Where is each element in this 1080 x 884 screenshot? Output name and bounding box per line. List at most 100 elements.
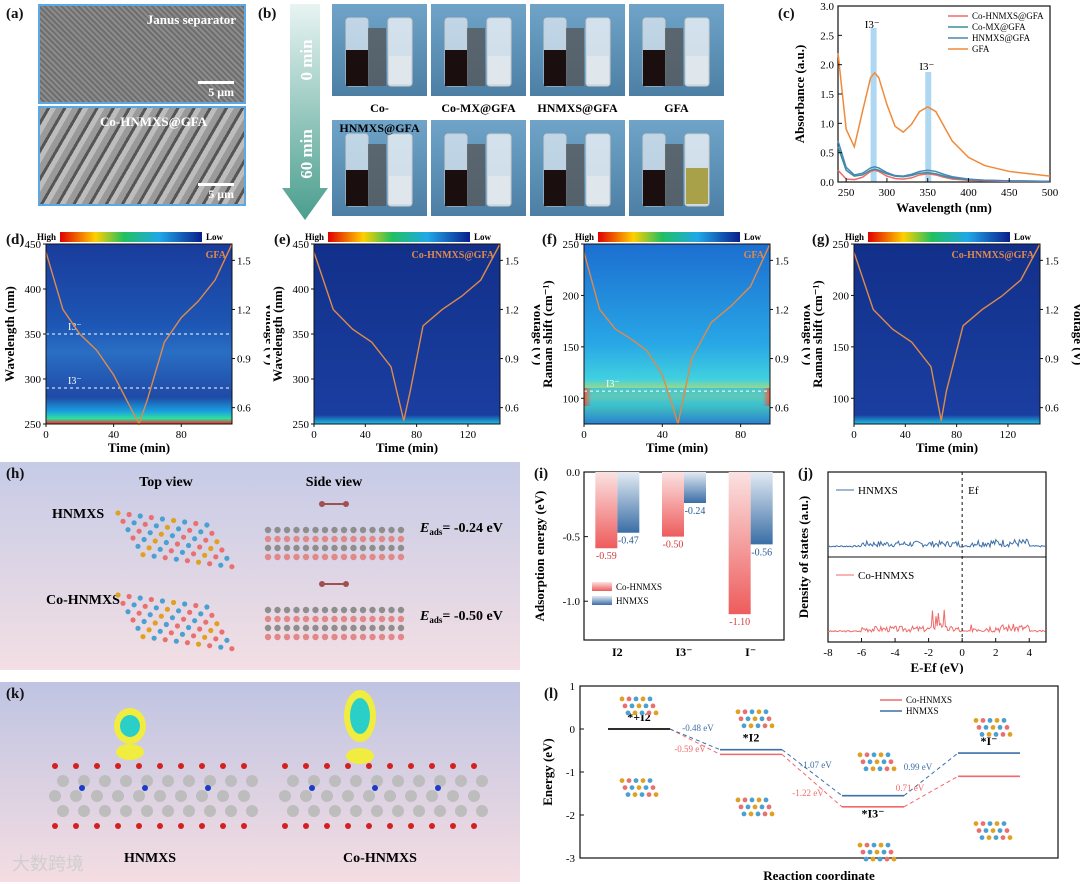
atom (312, 553, 319, 561)
atom (388, 615, 395, 623)
state-label: *I⁻ (980, 734, 997, 748)
atom (371, 775, 383, 787)
atom (324, 763, 330, 769)
atom (302, 633, 310, 641)
atom (264, 615, 272, 623)
eads-value: Eads= -0.24 eV (419, 521, 503, 537)
atom (293, 633, 300, 641)
atom (157, 823, 163, 829)
atom (646, 792, 652, 797)
atom (741, 723, 747, 729)
adsorption-bar-chart: -0.59-0.47 I2 -0.50 -0.24 I3⁻ -1.10 -0.56 I⁻ 0.0… (532, 467, 785, 659)
atom (319, 501, 325, 507)
annotation-label: I3⁻ (68, 376, 82, 387)
atom (163, 621, 169, 628)
atom (224, 637, 230, 643)
atom (860, 759, 866, 765)
y-axis-label: Wavelength (nm) (2, 286, 17, 382)
atom (756, 709, 762, 715)
x-tick-label: 40 (657, 429, 669, 441)
atom (749, 709, 755, 715)
atom (759, 804, 765, 810)
atom (888, 759, 894, 765)
colorbar-low: Low (474, 232, 492, 242)
y-axis-label: Raman shift (cm⁻¹) (540, 280, 555, 388)
atom (864, 752, 870, 758)
bar (617, 472, 640, 533)
y2-tick-label: 0.9 (775, 354, 789, 366)
atom (639, 792, 645, 797)
y-tick-label: 0.5 (820, 148, 834, 160)
y-tick-label: 150 (833, 342, 850, 354)
atom (208, 627, 214, 634)
atom (169, 533, 176, 539)
y2-tick-label: 0.6 (775, 403, 789, 415)
atom (274, 544, 281, 552)
atom (646, 710, 652, 716)
atom (342, 790, 354, 802)
peak-label: I3⁻ (865, 19, 880, 31)
atom (468, 790, 480, 802)
atom (881, 759, 887, 765)
transition-line (669, 728, 721, 755)
atom (184, 640, 191, 646)
atom (413, 775, 425, 787)
atom (146, 545, 152, 551)
atom (650, 785, 656, 790)
y2-tick-label: 1.2 (505, 304, 519, 316)
atom (141, 618, 147, 625)
atom (639, 710, 645, 716)
atom (183, 805, 195, 817)
legend-entry: Co-HNMXS (616, 582, 662, 592)
atom (359, 544, 367, 552)
heatmap-f: High Low I3⁻ GFA 0 40 80 100 150 200 250 0.6 0.9 1.2 1… (540, 232, 810, 455)
atom (157, 763, 163, 769)
x-tick-label: 0 (959, 647, 965, 659)
watermark: 大数跨境 (12, 854, 84, 875)
atom (378, 526, 386, 534)
atom (137, 513, 143, 519)
vial-photo (629, 120, 724, 216)
atom (303, 763, 309, 769)
atom (625, 792, 631, 797)
atom (388, 624, 395, 632)
atom (241, 763, 247, 769)
sample-tag: Co-HNMXS@GFA (412, 250, 495, 261)
atom (190, 551, 197, 557)
plot-frame (853, 243, 1041, 425)
atom (312, 615, 319, 623)
atom (619, 778, 625, 783)
atom (350, 624, 357, 632)
atom (990, 725, 996, 730)
atom (973, 821, 979, 826)
atom (867, 849, 873, 855)
atom (429, 823, 435, 829)
annotation-label: I3⁻ (606, 379, 620, 390)
atom (857, 752, 863, 758)
atom (369, 544, 376, 552)
atom (997, 828, 1003, 833)
atom (283, 606, 291, 614)
atom (413, 805, 425, 817)
charge-lobe (116, 744, 144, 760)
atom (397, 553, 405, 561)
atom (204, 805, 216, 817)
panel-h-label: (h) (6, 466, 25, 482)
y-tick-label: 0.0 (566, 467, 580, 479)
atom (130, 617, 136, 623)
atom (369, 535, 376, 543)
y-axis-label: Absorbance (a.u.) (792, 45, 807, 144)
atom (142, 785, 148, 791)
y2-tick-label: 1.5 (237, 255, 251, 267)
panel-background (0, 462, 520, 670)
atom (135, 543, 141, 549)
atom (340, 553, 348, 561)
atom (131, 602, 137, 608)
top-view-title: Top view (139, 475, 193, 490)
atom (312, 535, 319, 543)
atom (204, 604, 210, 610)
atom (182, 601, 188, 607)
atom (207, 561, 213, 567)
atom (214, 539, 220, 545)
atom (369, 606, 376, 614)
